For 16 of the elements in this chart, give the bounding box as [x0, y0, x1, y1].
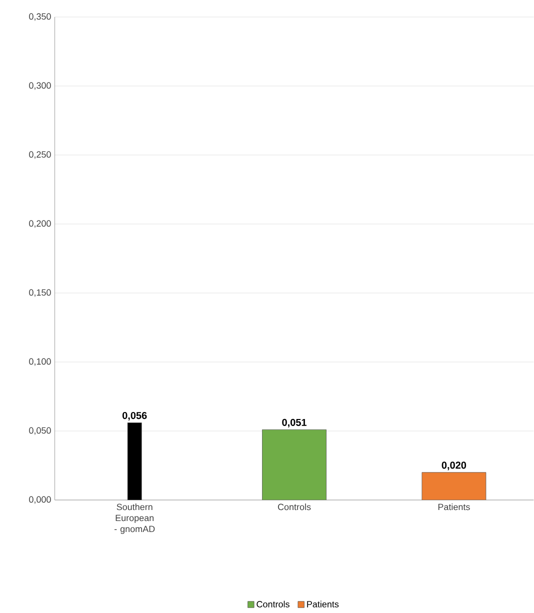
y-tick-label: 0,150 [29, 289, 52, 297]
y-tick-label: 0,350 [29, 13, 52, 21]
data-label: 0,051 [282, 418, 307, 428]
y-tick-label: 0,300 [29, 82, 52, 90]
legend-label: Controls [256, 600, 290, 608]
y-tick-label: 0,050 [29, 427, 52, 435]
x-tick-label: Patients [438, 504, 470, 510]
data-label: 0,020 [442, 462, 466, 470]
y-tick-label: 0,200 [29, 220, 52, 228]
data-label: 0,056 [122, 412, 147, 421]
x-tick-label: Controls [278, 504, 311, 510]
y-tick-label: 0,100 [29, 358, 52, 366]
y-tick-label: 0,000 [29, 496, 52, 504]
x-tick-label: Southern European - gnomAD [114, 504, 155, 534]
y-tick-label: 0,250 [29, 151, 52, 159]
legend-label: Patients [307, 600, 339, 608]
